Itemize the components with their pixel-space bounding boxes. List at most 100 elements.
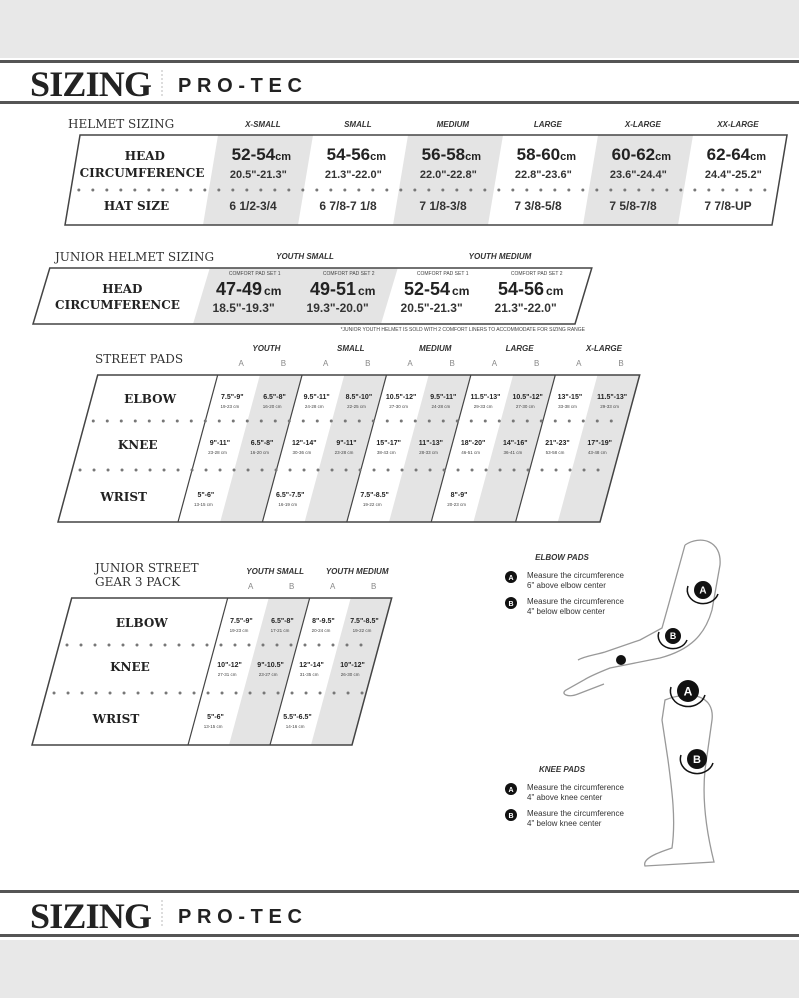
dot-separator: [275, 643, 279, 647]
helmet-sizing-table: HELMET SIZING HEAD CIRCUMFERENCE HAT SIZE X-…: [64, 117, 788, 226]
size-cm: 20-24 cm: [312, 628, 331, 633]
cm-range: 56-58: [422, 145, 465, 164]
group-header: YOUTH: [252, 344, 280, 353]
dot-separator: [233, 643, 237, 647]
sub-column-header: A: [239, 359, 245, 368]
dot-separator: [287, 188, 291, 192]
cm-range: 62-64: [707, 145, 751, 164]
sub-column-header: A: [248, 582, 254, 591]
dot-separator: [497, 188, 501, 192]
shaded-column: [220, 375, 303, 522]
size-inches: 15"-17": [376, 440, 401, 447]
elbow-pads-title: ELBOW PADS: [535, 553, 589, 562]
comfort-pad-label: COMFORT PAD SET 1: [229, 271, 281, 277]
dot-separator: [525, 419, 529, 423]
measure-arrow-icon: [679, 754, 714, 775]
size-cm: 23-28 cm: [208, 450, 227, 455]
size-inches: 17"-19": [587, 440, 612, 447]
knee-pads-instruction: 4" below knee center: [527, 819, 602, 828]
inch-value: 22.8"-23.6": [515, 169, 572, 181]
dot-separator: [553, 188, 557, 192]
dot-separator: [329, 188, 333, 192]
table-border: [31, 597, 393, 746]
dot-separator: [276, 691, 280, 695]
dot-separator: [609, 419, 613, 423]
dot-separator: [203, 419, 207, 423]
dot-separator: [150, 691, 154, 695]
dot-separator: [245, 188, 249, 192]
sub-column-header: A: [323, 359, 329, 368]
dot-separator: [442, 468, 446, 472]
cm-value: 52-54cm: [232, 145, 292, 164]
column-divider: [269, 597, 311, 746]
dot-separator: [177, 643, 181, 647]
dot-separator: [315, 419, 319, 423]
dot-separator: [161, 188, 165, 192]
size-cm: 13-15 cm: [194, 502, 213, 507]
dot-separator: [427, 419, 431, 423]
dot-separator: [318, 691, 322, 695]
size-inches: 10"-12": [340, 662, 365, 669]
dot-separator: [344, 468, 348, 472]
dot-separator: [219, 643, 223, 647]
dot-separator: [91, 419, 95, 423]
dot-separator: [91, 188, 95, 192]
cm-unit: cm: [655, 151, 671, 163]
junior-helmet-title: JUNIOR HELMET SIZING: [53, 250, 214, 264]
size-cm: 14-16 cm: [286, 724, 305, 729]
dot-separator: [94, 691, 98, 695]
sub-column-header: B: [281, 359, 286, 368]
dot-separator: [385, 188, 389, 192]
dot-separator: [749, 188, 753, 192]
circumference-label: CIRCUMFERENCE: [80, 166, 205, 180]
dot-separator: [332, 691, 336, 695]
elbow-marker-b-letter: B: [670, 631, 676, 641]
cm-unit: cm: [560, 151, 576, 163]
dot-separator: [651, 188, 655, 192]
dot-separator: [105, 419, 109, 423]
size-cm: 24-28 cm: [305, 404, 324, 409]
elbow-pads-instruction: 6" above elbow center: [527, 581, 606, 590]
size-inches: 6.5"-8": [263, 394, 286, 401]
dot-separator: [135, 643, 139, 647]
hat-size-value: 7 3/8-5/8: [514, 199, 562, 213]
size-inches: 18"-20": [461, 440, 486, 447]
size-cm: 27-31 cm: [218, 672, 237, 677]
size-inches: 9.5"-11": [430, 394, 456, 401]
row-label: WRIST: [99, 490, 147, 504]
shaded-column: [473, 375, 556, 522]
dot-separator: [595, 419, 599, 423]
row-label: WRIST: [92, 712, 140, 726]
dot-separator: [372, 468, 376, 472]
dot-separator: [164, 691, 168, 695]
dot-separator: [554, 468, 558, 472]
cm-range: 58-60: [517, 145, 560, 164]
dot-separator: [567, 419, 571, 423]
size-cm: 22-25 cm: [347, 404, 366, 409]
cm-unit: cm: [275, 151, 291, 163]
cm-range: 49-51: [310, 279, 356, 299]
dot-separator: [206, 691, 210, 695]
knee-marker-b-icon: [687, 749, 707, 769]
size-inches: 7.5"-8.5": [350, 618, 378, 625]
measurement-guide: A B A B ELBOW PADS A Measure the circumference…: [505, 539, 721, 867]
cm-unit: cm: [264, 284, 281, 298]
size-cm: 26-30 cm: [341, 672, 360, 677]
cm-unit: cm: [750, 151, 766, 163]
dot-separator: [161, 419, 165, 423]
cm-range: 47-49: [216, 279, 262, 299]
dot-separator: [399, 419, 403, 423]
size-cm: 53-58 cm: [546, 450, 565, 455]
knee-marker-b-letter: B: [693, 754, 701, 766]
dot-separator: [511, 419, 515, 423]
dot-separator: [497, 419, 501, 423]
elbow-marker-a-letter: A: [699, 586, 706, 597]
size-cm: 19-22 cm: [363, 502, 382, 507]
footer: SIZING PRO-TEC: [0, 890, 799, 937]
size-inches: 10"-12": [217, 662, 242, 669]
size-cm: 17-21 cm: [271, 628, 290, 633]
size-cm: 16-19 cm: [278, 502, 297, 507]
dot-separator: [400, 468, 404, 472]
dot-separator: [77, 188, 81, 192]
